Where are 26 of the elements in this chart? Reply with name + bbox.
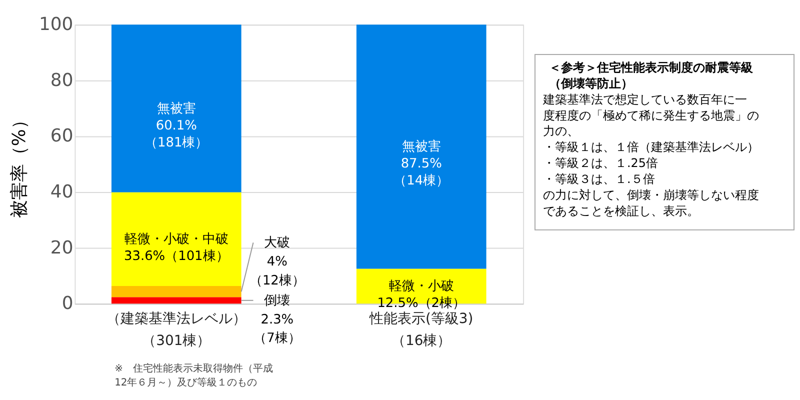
data-label: 倒壊 2.3% （7棟）: [254, 293, 301, 346]
bar: [356, 24, 486, 269]
text: ※ 住宅性能表示未取得物件（平成12年６月～）及び等級１のもの: [114, 362, 273, 388]
y-axis-title: 被害率（%）: [9, 111, 30, 218]
data-label: 大破 4% （12棟）: [249, 236, 305, 288]
text: ・等級２は、１.25倍: [542, 156, 658, 170]
bar: [111, 286, 242, 298]
data-label: 無被害 87.5% （14棟）: [394, 138, 450, 189]
y-tick-label: 100: [39, 14, 74, 36]
text: ・等級３は、１.５倍: [542, 172, 655, 186]
x-tick-label: （建築基準法レベル）（301棟）: [106, 311, 246, 349]
x-tick-label: 性能表示(等級3)（16棟）: [368, 311, 474, 349]
y-tick-label: 0: [62, 293, 74, 314]
text: ・等級１は、１倍（建築基準法レベル）: [542, 140, 759, 154]
data-label: 無被害 60.1% （181棟）: [144, 100, 208, 150]
bar: [111, 192, 242, 286]
y-tick-label: 40: [50, 181, 74, 202]
text: の力に対して、倒壊・崩壊等しない程度であることを検証し、表示。: [542, 188, 759, 218]
y-tick-label: 20: [50, 237, 74, 258]
text: ＜参考＞住宅性能表示制度の耐震等級（倒壊等防止）: [548, 60, 754, 90]
data-label: 軽微・小破・中破 33.6%（101棟）: [124, 232, 229, 264]
bar: [111, 24, 242, 192]
bar: [111, 297, 242, 304]
y-tick-label: 60: [50, 126, 74, 147]
text: 建築基準法で想定している数百年に一度程度の「極めて稀に発生する地震」の力の、: [542, 92, 759, 138]
y-tick-label: 80: [50, 70, 74, 91]
